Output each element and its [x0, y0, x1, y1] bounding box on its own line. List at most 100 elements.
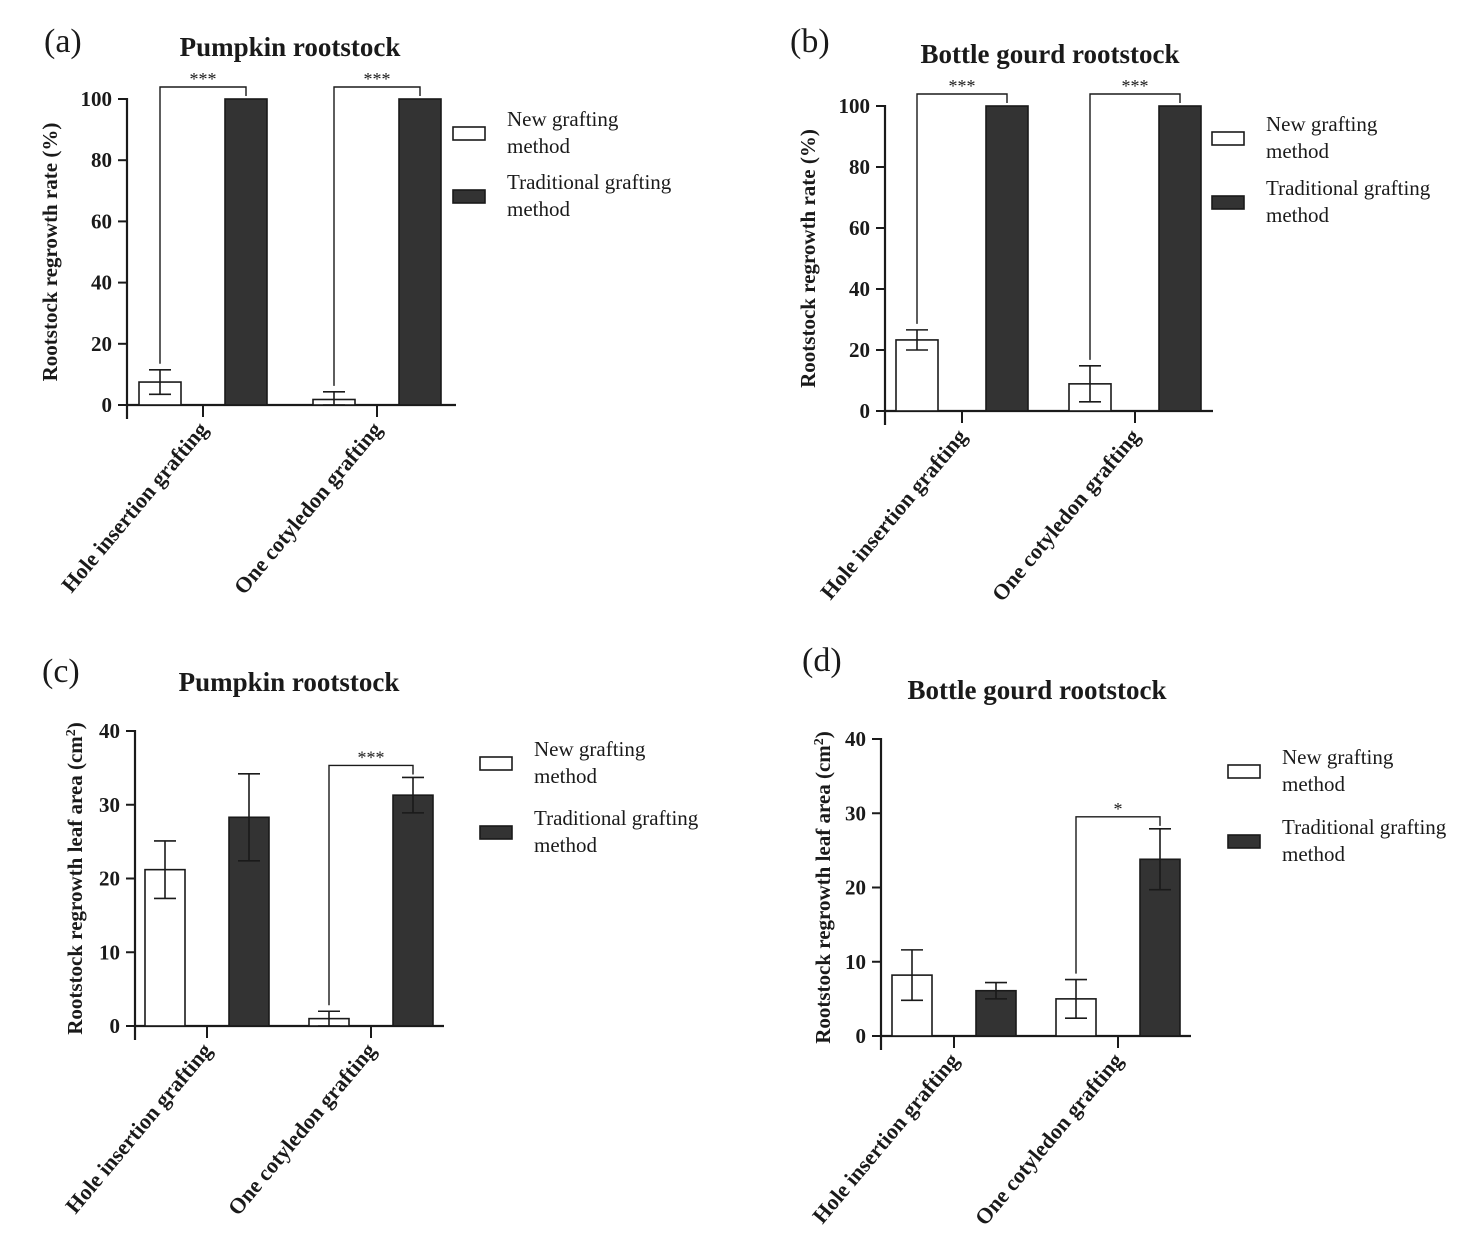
bracket-line — [333, 86, 421, 386]
legend-label: method — [1282, 772, 1345, 796]
bracket-line — [916, 93, 1008, 324]
y-tick-label: 40 — [91, 271, 112, 295]
y-tick-label: 60 — [849, 216, 870, 240]
bar-traditional-method — [1158, 105, 1202, 412]
y-tick-label: 100 — [81, 87, 113, 111]
error-bar — [149, 369, 171, 396]
y-tick-label: 80 — [849, 155, 870, 179]
error-bar — [1065, 978, 1087, 1019]
legend-label: Traditional grafting — [507, 170, 672, 194]
legend-label: New grafting — [1266, 112, 1378, 136]
legend-swatch-new — [479, 756, 513, 771]
legend-label: method — [1282, 842, 1345, 866]
y-tick-label: 10 — [845, 950, 866, 974]
error-bar — [985, 981, 1007, 1000]
legend-swatch-traditional — [1211, 195, 1245, 210]
significance-bracket: *** — [328, 747, 414, 1006]
legend-label: Traditional grafting — [1282, 815, 1447, 839]
bracket-line — [1089, 93, 1181, 360]
legend: New grafting method Traditional grafting me… — [1227, 745, 1447, 866]
y-tick-label: 30 — [845, 801, 866, 825]
error-bar — [402, 776, 424, 814]
significance-label: * — [1114, 799, 1123, 819]
x-category-label: One cotyledon grafting — [987, 424, 1145, 606]
legend-label: New grafting — [1282, 745, 1394, 769]
panel-letter: (a) — [44, 23, 82, 60]
legend: New grafting method Traditional grafting me… — [479, 737, 699, 857]
chart-title: Pumpkin rootstock — [180, 32, 401, 62]
x-category-label: Hole insertion grafting — [815, 424, 972, 604]
bar-traditional-method — [224, 98, 268, 406]
chart-title: Pumpkin rootstock — [179, 667, 400, 697]
significance-bracket: *** — [159, 69, 247, 364]
error-bar — [238, 772, 260, 862]
legend-label: New grafting — [534, 737, 646, 761]
significance-label: *** — [190, 69, 217, 89]
error-bar — [154, 840, 176, 900]
y-tick-label: 80 — [91, 148, 112, 172]
error-bar — [318, 1010, 340, 1027]
chart-title: Bottle gourd rootstock — [921, 39, 1180, 69]
error-bar — [901, 949, 923, 1002]
legend-swatch-traditional — [1227, 834, 1261, 849]
chart-title: Bottle gourd rootstock — [908, 675, 1167, 705]
legend-label: method — [1266, 139, 1329, 163]
legend: New grafting method Traditional grafting me… — [452, 107, 672, 221]
significance-bracket: *** — [1089, 76, 1181, 360]
y-tick-label: 0 — [102, 393, 113, 417]
bar-traditional-method — [985, 105, 1029, 412]
legend-label: method — [507, 197, 570, 221]
x-category-label: Hole insertion grafting — [60, 1038, 217, 1218]
significance-bracket: * — [1075, 799, 1161, 974]
error-bar — [1079, 365, 1101, 403]
bar-traditional-method — [398, 98, 442, 406]
significance-label: *** — [949, 76, 976, 96]
y-tick-label: 100 — [839, 94, 871, 118]
legend-label: method — [507, 134, 570, 158]
x-category-label: Hole insertion grafting — [56, 417, 213, 597]
legend-swatch-new — [1211, 131, 1245, 146]
y-tick-label: 0 — [856, 1024, 867, 1048]
x-category-label: Hole insertion grafting — [807, 1048, 964, 1228]
chart-panel-b: (b) Bottle gourd rootstock Rootstock regro… — [790, 23, 1431, 606]
y-axis-label: Rootstock regrowth rate (%) — [38, 123, 62, 382]
chart-panel-d: (d) Bottle gourd rootstock Rootstock regro… — [802, 642, 1447, 1230]
legend-swatch-new — [452, 126, 486, 141]
significance-label: *** — [358, 747, 385, 767]
y-tick-label: 20 — [99, 867, 120, 891]
error-bar — [1149, 828, 1171, 891]
y-tick-label: 30 — [99, 793, 120, 817]
panel-letter: (c) — [42, 653, 80, 690]
y-tick-label: 20 — [91, 332, 112, 356]
error-bar — [906, 329, 928, 351]
significance-bracket: *** — [333, 69, 421, 386]
legend-label: Traditional grafting — [1266, 176, 1431, 200]
y-tick-label: 20 — [845, 876, 866, 900]
legend-label: method — [534, 833, 597, 857]
y-axis-label: Rootstock regrowth rate (%) — [796, 129, 820, 388]
y-tick-label: 10 — [99, 940, 120, 964]
y-axis-label: Rootstock regrowth leaf area (cm2) — [811, 731, 835, 1044]
legend-swatch-traditional — [452, 189, 486, 204]
error-bar — [323, 391, 345, 406]
bracket-line — [1075, 816, 1161, 974]
legend: New grafting method Traditional grafting me… — [1211, 112, 1431, 227]
y-tick-label: 40 — [99, 719, 120, 743]
chart-panel-a: (a) Pumpkin rootstock Rootstock regrowth r… — [38, 23, 672, 599]
y-tick-label: 0 — [110, 1014, 121, 1038]
x-category-label: One cotyledon grafting — [970, 1048, 1128, 1230]
bracket-line — [159, 86, 247, 364]
y-tick-label: 60 — [91, 209, 112, 233]
bracket-line — [328, 764, 414, 1006]
legend-label: method — [1266, 203, 1329, 227]
y-axis-label: Rootstock regrowth leaf area (cm2) — [63, 722, 87, 1035]
significance-label: *** — [364, 69, 391, 89]
panel-letter: (d) — [802, 642, 842, 679]
legend-swatch-traditional — [479, 825, 513, 840]
bar-traditional-method — [392, 794, 434, 1027]
x-category-label: One cotyledon grafting — [223, 1038, 381, 1220]
y-tick-label: 0 — [860, 399, 871, 423]
y-tick-label: 40 — [845, 727, 866, 751]
significance-label: *** — [1122, 76, 1149, 96]
